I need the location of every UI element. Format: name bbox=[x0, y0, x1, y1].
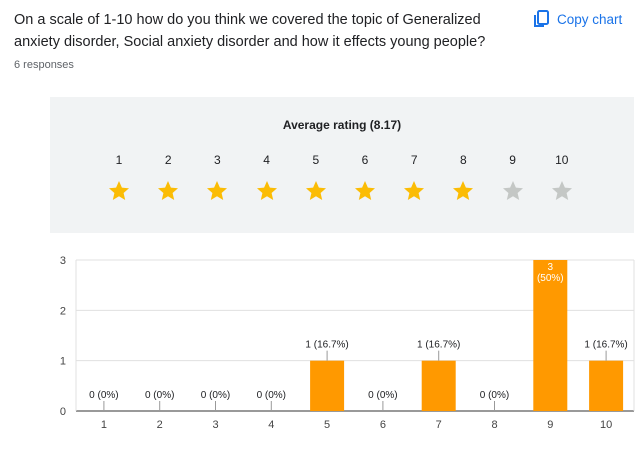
x-tick-label: 5 bbox=[324, 419, 330, 431]
data-label: 0 (0%) bbox=[201, 390, 230, 401]
response-count: 6 responses bbox=[14, 59, 74, 71]
x-tick-label: 2 bbox=[157, 419, 163, 431]
star-icon bbox=[404, 181, 425, 200]
x-tick-label: 10 bbox=[600, 419, 612, 431]
bar-5 bbox=[310, 360, 345, 411]
x-tick-label: 7 bbox=[436, 419, 442, 431]
y-tick-label: 1 bbox=[60, 356, 66, 368]
bar-chart: 0 1 2 3 0 (0%) 0 (0%) 0 (0%) 0 (0%) 1 (16.7%) 0 … bbox=[60, 255, 635, 431]
rating-column-10: 10 bbox=[547, 153, 577, 203]
star-icon bbox=[551, 181, 572, 200]
star-icon bbox=[158, 181, 179, 200]
average-rating-title: Average rating (8.17) bbox=[282, 118, 402, 132]
star-icon bbox=[207, 181, 228, 200]
data-label: 0 (0%) bbox=[368, 390, 397, 401]
rating-column-1: 1 bbox=[104, 153, 134, 203]
x-tick-label: 9 bbox=[547, 419, 553, 431]
data-label: 3 bbox=[548, 262, 554, 273]
x-tick-label: 3 bbox=[212, 419, 218, 431]
bar-10 bbox=[589, 360, 624, 411]
bar-9 bbox=[533, 260, 568, 411]
rating-column-9: 9 bbox=[498, 153, 528, 203]
rating-column-5: 5 bbox=[301, 153, 331, 203]
rating-label-2: 2 bbox=[164, 153, 172, 167]
data-label: 0 (0%) bbox=[89, 390, 118, 401]
average-rating-panel: Average rating (8.17) 1 2 3 4 5 6 7 8 9 10 bbox=[50, 97, 634, 233]
copy-chart-button[interactable]: Copy chart bbox=[533, 10, 622, 28]
rating-label-5: 5 bbox=[312, 153, 320, 167]
star-icon bbox=[355, 181, 375, 200]
rating-label-7: 7 bbox=[410, 153, 418, 167]
copy-icon bbox=[533, 10, 549, 28]
x-tick-label: 8 bbox=[491, 419, 497, 431]
y-tick-label: 2 bbox=[60, 305, 66, 317]
star-icon bbox=[305, 181, 326, 200]
question-title: On a scale of 1-10 how do you think we c… bbox=[14, 12, 486, 50]
data-label: 0 (0%) bbox=[145, 390, 174, 401]
rating-column-3: 3 bbox=[202, 153, 232, 203]
rating-label-10: 10 bbox=[555, 153, 569, 167]
rating-label-9: 9 bbox=[509, 153, 516, 167]
copy-chart-label: Copy chart bbox=[557, 11, 623, 27]
data-label: 0 (0%) bbox=[257, 390, 286, 401]
x-tick-label: 6 bbox=[380, 419, 386, 431]
rating-column-6: 6 bbox=[350, 153, 380, 203]
data-label: 1 (16.7%) bbox=[584, 340, 627, 351]
rating-label-3: 3 bbox=[214, 153, 221, 167]
data-label: 1 (16.7%) bbox=[417, 340, 460, 351]
rating-label-1: 1 bbox=[115, 153, 123, 167]
rating-column-2: 2 bbox=[153, 153, 183, 203]
rating-label-4: 4 bbox=[263, 153, 270, 167]
y-tick-label: 0 bbox=[60, 406, 66, 418]
rating-label-6: 6 bbox=[361, 153, 369, 167]
x-tick-label: 4 bbox=[268, 419, 274, 431]
data-label: 0 (0%) bbox=[480, 390, 509, 401]
rating-column-4: 4 bbox=[252, 153, 282, 203]
star-icon bbox=[256, 181, 277, 200]
star-icon bbox=[502, 181, 523, 200]
star-icon bbox=[453, 181, 474, 200]
data-label: (50%) bbox=[537, 273, 564, 284]
star-icon bbox=[109, 181, 129, 200]
y-tick-label: 3 bbox=[60, 255, 66, 267]
x-tick-label: 1 bbox=[101, 419, 107, 431]
bar-7 bbox=[421, 360, 456, 411]
rating-column-7: 7 bbox=[399, 153, 429, 203]
data-label: 1 (16.7%) bbox=[305, 340, 348, 351]
rating-column-8: 8 bbox=[448, 153, 478, 203]
rating-label-8: 8 bbox=[460, 153, 467, 167]
